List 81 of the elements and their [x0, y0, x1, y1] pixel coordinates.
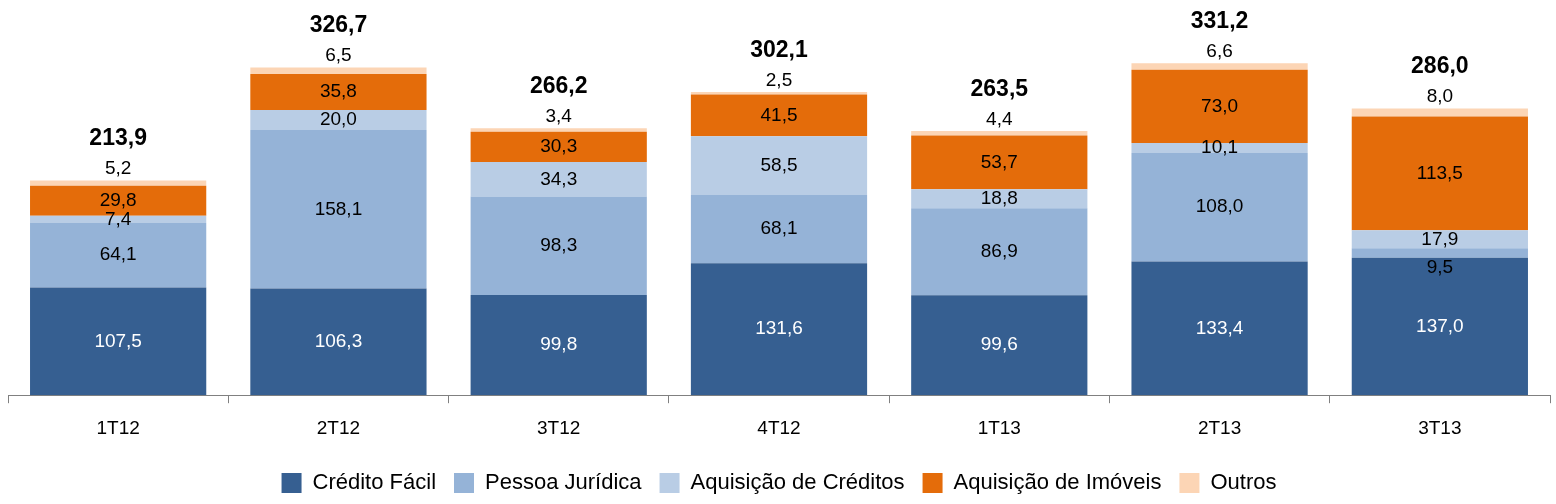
data-label: 34,3 [540, 167, 578, 189]
data-label: 20,0 [319, 108, 357, 130]
data-label: 158,1 [314, 197, 363, 219]
data-label: 2,5 [765, 68, 793, 90]
bar [690, 263, 868, 396]
data-label: 137,0 [1416, 314, 1464, 336]
data-label: 133,4 [1195, 316, 1244, 338]
bar [250, 288, 427, 396]
data-label: 9,5 [1426, 256, 1454, 278]
bar [250, 130, 427, 289]
bar [911, 189, 1088, 209]
bar [470, 162, 647, 197]
data-label: 53,7 [980, 150, 1018, 172]
data-label: 106,3 [314, 330, 363, 352]
bar [470, 196, 647, 296]
bar [1131, 63, 1308, 70]
x-tick-label: 3T12 [537, 416, 581, 438]
bar [1351, 248, 1528, 258]
bar [30, 287, 207, 396]
data-label: 6,6 [1206, 39, 1233, 61]
x-tick-label: 3T13 [1418, 416, 1462, 438]
data-label: 98,3 [540, 234, 578, 256]
data-label: 86,9 [980, 239, 1018, 261]
legend-label: Pessoa Jurídica [485, 469, 643, 495]
bar [690, 92, 868, 95]
data-label: 3,4 [545, 105, 573, 127]
data-label: 35,8 [319, 80, 357, 102]
total-label: 302,1 [750, 35, 808, 62]
legend-label: Aquisição de Imóveis [953, 469, 1162, 495]
total-label: 331,2 [1190, 6, 1249, 33]
x-tick-label: 4T12 [757, 416, 801, 438]
bar [1351, 230, 1528, 249]
total-label: 266,2 [529, 72, 588, 99]
legend-label: Outros [1210, 469, 1277, 495]
bar [911, 131, 1088, 136]
bar [470, 128, 647, 132]
data-label: 30,3 [540, 135, 578, 157]
x-tick-label: 2T13 [1197, 416, 1242, 438]
bar [1351, 108, 1528, 117]
bar [250, 74, 427, 110]
data-label: 29,8 [99, 188, 137, 210]
legend-label: Aquisição de Créditos [690, 469, 905, 495]
bar [250, 109, 427, 131]
data-label: 18,8 [980, 186, 1018, 208]
x-tick-label: 2T12 [316, 416, 361, 438]
bar [1131, 261, 1308, 396]
data-label: 8,0 [1426, 85, 1454, 107]
bar [30, 180, 207, 186]
total-label: 326,7 [309, 11, 368, 38]
bar [690, 136, 868, 195]
data-label: 5,2 [104, 157, 132, 179]
data-label: 99,8 [540, 333, 578, 355]
total-label: 213,9 [89, 124, 147, 151]
bar [1351, 257, 1528, 396]
data-label: 64,1 [99, 243, 137, 265]
data-label: 68,1 [760, 217, 798, 239]
data-label: 113,5 [1416, 161, 1463, 183]
data-label: 73,0 [1201, 94, 1239, 116]
bar [911, 208, 1088, 296]
data-label: 131,6 [755, 317, 803, 339]
data-label: 58,5 [760, 153, 798, 175]
data-label: 6,5 [325, 44, 352, 66]
total-label: 286,0 [1411, 52, 1469, 79]
bar [690, 194, 868, 264]
data-label: 99,6 [980, 333, 1018, 355]
data-label: 17,9 [1421, 227, 1459, 249]
bar [250, 67, 427, 75]
data-label: 4,4 [986, 107, 1013, 129]
x-tick-label: 1T13 [977, 416, 1021, 438]
bar [1351, 116, 1528, 231]
legend-label: Crédito Fácil [312, 469, 437, 495]
x-tick-label: 1T12 [96, 416, 140, 438]
bar [690, 94, 868, 137]
bar [911, 135, 1088, 190]
data-label: 41,5 [760, 103, 798, 125]
data-label: 107,5 [94, 329, 142, 351]
total-label: 263,5 [970, 74, 1029, 101]
bar [470, 131, 647, 163]
bar [911, 295, 1088, 396]
data-label: 108,0 [1195, 195, 1244, 217]
bar [470, 295, 647, 396]
